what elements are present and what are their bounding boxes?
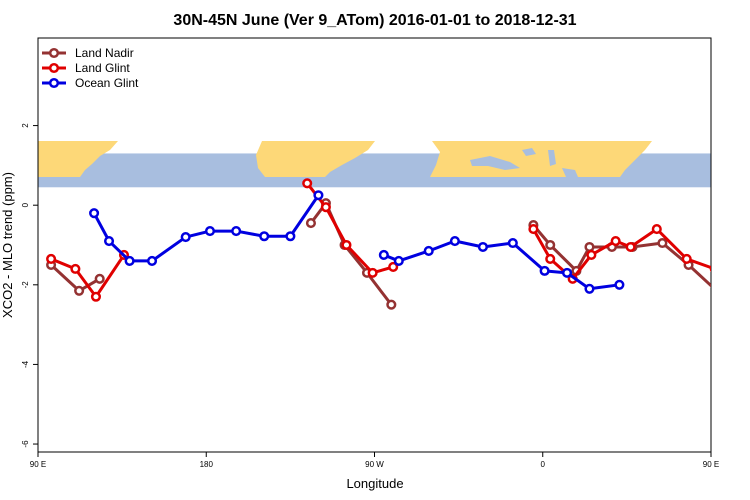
data-point-ocean-glint [231, 226, 242, 237]
chart-title: 30N-45N June (Ver 9_ATom) 2016-01-01 to … [173, 12, 576, 29]
x-tick-label: 90 E [703, 460, 719, 469]
data-point-land-glint [70, 263, 81, 274]
data-point-ocean-glint [584, 283, 595, 294]
data-point-land-nadir [713, 287, 721, 295]
x-axis: 90 E 180 90 W 0 90 E [30, 452, 719, 469]
map-caspian [548, 150, 556, 166]
data-point-ocean-glint [745, 237, 750, 245]
map-black-sea [522, 148, 536, 156]
y-tick-label: 0 [21, 202, 30, 207]
data-point-ocean-glint [124, 255, 135, 266]
series-ocean-glint [89, 190, 750, 294]
data-point-ocean-glint [259, 231, 270, 242]
data-point-ocean-glint [180, 231, 191, 243]
data-point-land-glint [320, 202, 331, 213]
series-land-glint [46, 178, 740, 302]
data-point-ocean-glint [146, 255, 158, 266]
data-point-ocean-glint [730, 209, 738, 217]
series-land-nadir [46, 198, 741, 310]
data-point-land-glint [732, 293, 740, 301]
x-tick-label: 90 W [365, 460, 384, 469]
map-mediterranean [470, 156, 520, 170]
legend-label: Land Nadir [75, 46, 134, 60]
x-tick-label: 90 E [30, 460, 46, 469]
data-point-ocean-glint [507, 237, 518, 249]
y-tick-label: -2 [21, 281, 30, 289]
data-point-land-nadir [386, 299, 397, 310]
map-land-asia-west [38, 141, 118, 177]
x-tick-label: 0 [541, 460, 546, 469]
data-point-land-nadir [305, 218, 316, 229]
data-point-ocean-glint [378, 249, 389, 261]
data-point-ocean-glint [103, 235, 115, 247]
data-point-land-glint [651, 224, 662, 235]
data-point-ocean-glint [204, 226, 216, 237]
map-land [38, 141, 652, 177]
series-line-ocean-glint [92, 193, 320, 263]
legend-label: Land Glint [75, 61, 130, 75]
data-point-land-glint [46, 253, 57, 264]
data-point-land-glint [545, 253, 556, 264]
legend-item-land-nadir: Land Nadir [42, 46, 134, 60]
legend-swatch-marker [48, 47, 60, 59]
y-axis-label: XCO2 - MLO trend (ppm) [0, 172, 15, 318]
data-point-land-glint [528, 224, 539, 235]
series-line-land-glint [49, 253, 126, 299]
data-point-land-nadir [94, 273, 105, 284]
data-point-ocean-glint [313, 190, 324, 201]
data-point-ocean-glint [539, 265, 550, 276]
legend-swatch-marker [48, 62, 60, 74]
data-point-land-nadir [657, 237, 668, 249]
series-line-ocean-glint [382, 239, 621, 291]
data-point-land-nadir [733, 275, 741, 283]
legend-item-ocean-glint: Ocean Glint [42, 76, 139, 90]
x-axis-label: Longitude [346, 476, 403, 491]
data-point-ocean-glint [562, 267, 573, 278]
data-point-ocean-glint [393, 255, 404, 266]
data-point-ocean-glint [285, 231, 296, 242]
data-point-land-glint [302, 178, 313, 189]
data-point-ocean-glint [89, 208, 100, 219]
series-line-land-nadir [531, 223, 711, 288]
world-map-strip [38, 141, 711, 188]
data-point-land-glint [341, 239, 352, 251]
data-point-land-glint [709, 265, 711, 273]
data-point-ocean-glint [477, 241, 488, 253]
data-point-land-nadir [584, 241, 595, 253]
series-layer [46, 178, 750, 310]
data-point-ocean-glint [449, 235, 460, 247]
legend-swatch-marker [48, 77, 60, 89]
series-line-ocean-glint [733, 213, 750, 261]
map-land-eurasia [430, 141, 652, 177]
data-point-ocean-glint [614, 279, 625, 290]
data-point-land-glint [610, 235, 621, 247]
legend-item-land-glint: Land Glint [42, 61, 130, 75]
map-persian-gulf [562, 168, 578, 177]
y-axis: -6 -4 -2 0 2 [21, 123, 38, 448]
map-land-north-america [256, 141, 375, 177]
data-point-land-glint [586, 249, 597, 261]
y-tick-label: 2 [21, 123, 30, 128]
data-point-land-glint [681, 253, 692, 264]
series-line-land-glint [531, 227, 711, 281]
data-point-land-nadir [74, 285, 85, 296]
x-tick-label: 180 [200, 460, 214, 469]
data-point-land-glint [367, 267, 378, 278]
data-point-land-glint [388, 261, 399, 272]
legend-label: Ocean Glint [75, 76, 139, 90]
data-point-land-glint [625, 241, 636, 253]
y-tick-label: -6 [21, 440, 30, 448]
data-point-land-nadir [545, 239, 556, 251]
map-inland-water [470, 148, 578, 177]
data-point-land-glint [90, 291, 102, 302]
y-tick-label: -4 [21, 360, 30, 368]
data-point-ocean-glint [423, 245, 434, 257]
